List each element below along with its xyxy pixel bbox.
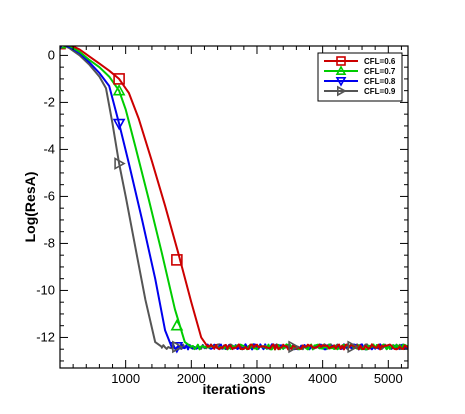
y-tick-label: -4 (43, 141, 55, 156)
series-4-marker (347, 340, 359, 354)
series-4-marker (172, 340, 184, 354)
y-tick-label: -12 (36, 329, 55, 344)
legend-label: CFL=0.6 (364, 57, 396, 66)
plot-frame (59, 45, 409, 369)
legend-marker (336, 85, 347, 97)
y-tick-label: -2 (43, 94, 55, 109)
series-4-marker (288, 340, 300, 354)
y-tick-label: -6 (43, 188, 55, 203)
y-axis-title: Log(ResA) (22, 172, 38, 243)
series-layer (60, 46, 408, 354)
legend-marker (336, 56, 346, 66)
x-tick-label: 1000 (111, 371, 140, 386)
series-2-marker (170, 319, 184, 331)
series-1-marker (113, 73, 125, 85)
tick-layer: 1000 2000 3000 4000 5000 0 -2 -4 -6 -8 -10 -12 (36, 46, 408, 386)
legend-label: CFL=0.8 (364, 77, 396, 86)
legend-label: CFL=0.9 (364, 87, 396, 96)
legend-marker (335, 77, 347, 87)
series-1-marker (171, 254, 183, 266)
legend-label: CFL=0.7 (364, 67, 396, 76)
x-tick-label: 4000 (308, 371, 337, 386)
y-tick-label: -8 (43, 235, 55, 250)
y-tick-label: -10 (36, 282, 55, 297)
x-tick-label: 2000 (177, 371, 206, 386)
x-axis-title: iterations (202, 381, 265, 397)
series-3-marker (112, 118, 126, 131)
x-tick-label: 5000 (374, 371, 403, 386)
series-4-marker (114, 157, 126, 170)
x-tick-label: 3000 (243, 371, 272, 386)
series-2-marker (112, 84, 126, 96)
y-tick-label: 0 (48, 47, 55, 62)
legend-marker (335, 65, 347, 75)
